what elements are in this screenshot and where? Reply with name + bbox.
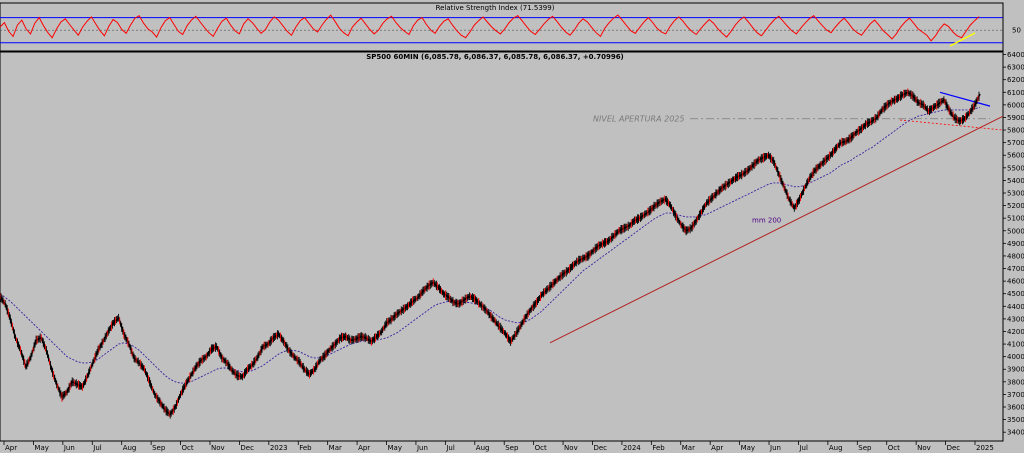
- y-tick-label: 4500: [1007, 290, 1024, 298]
- x-tick-label: May: [741, 444, 755, 452]
- y-tick-label: 5000: [1007, 227, 1024, 235]
- y-tick-label: 5900: [1007, 114, 1024, 122]
- y-tick-label: 4000: [1007, 353, 1024, 361]
- rsi-trendline: [949, 32, 976, 47]
- y-tick-label: 3800: [1007, 378, 1024, 386]
- x-tick-label: Sep: [505, 444, 519, 452]
- y-tick-label: 3500: [1007, 416, 1024, 424]
- x-tick-label: Mar: [329, 444, 342, 452]
- apertura-label: NIVEL APERTURA 2025: [593, 115, 684, 124]
- y-tick-label: 6200: [1007, 76, 1024, 84]
- x-tick-label: Mar: [682, 444, 695, 452]
- y-tick-label: 4400: [1007, 303, 1024, 311]
- x-tick-label: Dec: [947, 444, 961, 452]
- y-tick-label: 5500: [1007, 164, 1024, 172]
- x-tick-label: Dec: [240, 444, 254, 452]
- y-tick-label: 4100: [1007, 341, 1024, 349]
- x-tick-label: Aug: [829, 444, 843, 452]
- x-tick-label: Feb: [652, 444, 665, 452]
- x-tick-label: Feb: [299, 444, 312, 452]
- resistance-trendline: [939, 91, 991, 107]
- x-tick-label: Apr: [5, 444, 17, 452]
- support-trendline: [549, 115, 1004, 344]
- x-tick-label: Jun: [769, 444, 781, 452]
- x-tick-label: Apr: [358, 444, 370, 452]
- x-tick-label: 2025: [976, 444, 994, 452]
- y-tick-label: 4700: [1007, 265, 1024, 273]
- x-tick-label: Jul: [798, 444, 808, 452]
- x-tick-label: Dec: [593, 444, 607, 452]
- y-tick-label: 6300: [1007, 64, 1024, 72]
- y-tick-label: 4900: [1007, 240, 1024, 248]
- y-tick-label: 6400: [1007, 51, 1024, 59]
- x-tick-label: Jul: [445, 444, 455, 452]
- x-tick-label: Oct: [182, 444, 194, 452]
- y-tick-label: 6100: [1007, 89, 1024, 97]
- mm200-line: [0, 106, 981, 384]
- rsi-title: Relative Strength Index (71.5399): [436, 4, 555, 12]
- x-tick-label: May: [388, 444, 402, 452]
- y-tick-label: 3700: [1007, 391, 1024, 399]
- x-tick-label: Nov: [564, 444, 578, 452]
- x-tick-label: Aug: [476, 444, 490, 452]
- y-tick-label: 5700: [1007, 139, 1024, 147]
- x-tick-label: Jun: [416, 444, 428, 452]
- y-tick-label: 5100: [1007, 215, 1024, 223]
- y-tick-label: 5800: [1007, 127, 1024, 135]
- rsi-panel-frame: [0, 2, 1004, 52]
- y-tick-label: 6000: [1007, 101, 1024, 109]
- short-term-support-line: [899, 119, 1004, 131]
- x-tick-label: Oct: [535, 444, 547, 452]
- x-tick-label: Jun: [63, 444, 75, 452]
- x-tick-label: Sep: [858, 444, 872, 452]
- x-tick-label: Aug: [123, 444, 137, 452]
- y-tick-label: 5400: [1007, 177, 1024, 185]
- rsi-tick-label: 50: [1012, 27, 1021, 35]
- y-tick-label: 5300: [1007, 189, 1024, 197]
- rsi-line: [0, 14, 980, 42]
- y-tick-label: 4600: [1007, 278, 1024, 286]
- x-tick-label: Nov: [211, 444, 225, 452]
- x-tick-label: May: [34, 444, 48, 452]
- y-tick-label: 4200: [1007, 328, 1024, 336]
- y-tick-label: 3900: [1007, 366, 1024, 374]
- x-tick-label: Nov: [917, 444, 931, 452]
- x-tick-label: Apr: [711, 444, 723, 452]
- y-tick-label: 3400: [1007, 429, 1024, 437]
- mm200-label: mm 200: [752, 217, 781, 225]
- x-tick-label: 2024: [623, 444, 641, 452]
- x-tick-label: Jul: [92, 444, 102, 452]
- price-title: SP500 60MIN (6,085.78, 6,086.37, 6,085.7…: [366, 53, 624, 61]
- x-tick-label: 2023: [270, 444, 288, 452]
- y-tick-label: 4800: [1007, 252, 1024, 260]
- y-tick-label: 5200: [1007, 202, 1024, 210]
- y-tick-label: 3600: [1007, 404, 1024, 412]
- x-tick-label: Oct: [888, 444, 900, 452]
- y-tick-label: 5600: [1007, 152, 1024, 160]
- price-panel-frame: [0, 51, 1004, 442]
- x-tick-label: Sep: [152, 444, 166, 452]
- y-tick-label: 4300: [1007, 315, 1024, 323]
